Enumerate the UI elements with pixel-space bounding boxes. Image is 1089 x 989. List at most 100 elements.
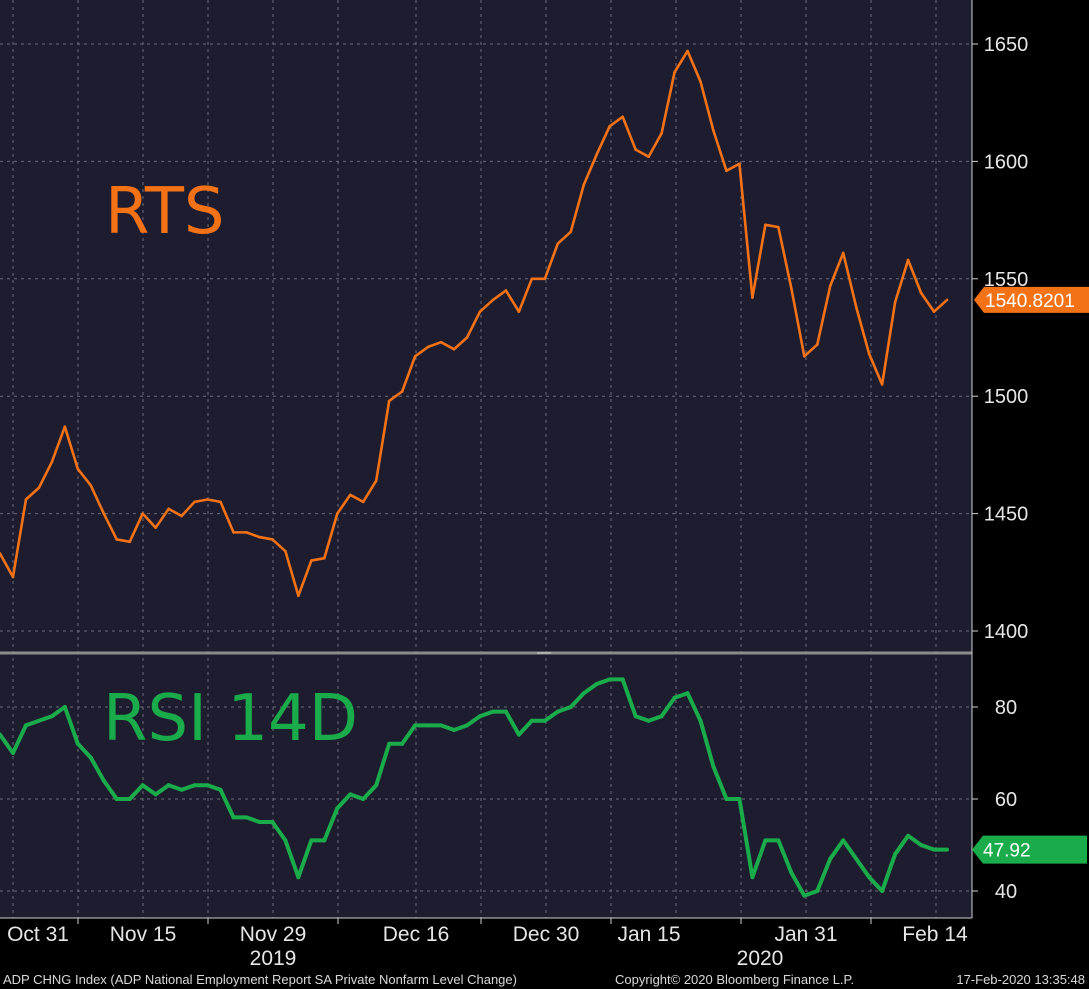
rsi-line-segment — [906, 833, 924, 847]
rts-line-segment — [556, 230, 573, 245]
rsi-last-value: 47.92 — [983, 841, 1031, 862]
y-tick-label: 1600 — [984, 151, 1029, 173]
rts-line-segment — [115, 538, 132, 544]
rsi-line-segment — [361, 783, 379, 801]
x-year-label: 2020 — [737, 947, 784, 970]
plot-background — [0, 0, 972, 918]
rts-last-value-badge: 1540.8201 — [974, 286, 1089, 313]
rts-line-segment — [764, 223, 780, 229]
y-tick-label: 1450 — [984, 504, 1029, 526]
rts-title: RTS — [105, 175, 225, 249]
rts-line-segment — [504, 289, 521, 313]
rts-line-segment — [258, 535, 274, 541]
rsi-line-segment — [815, 856, 833, 893]
rsi-line-segment — [88, 755, 106, 783]
rsi-line-segment — [205, 783, 223, 792]
rts-panel-grid — [0, 43, 972, 632]
rts-line-segment — [37, 460, 54, 490]
rts-line-segment — [361, 479, 378, 504]
footer-source: ADP CHNG Index (ADP National Employment … — [3, 972, 517, 987]
rsi-y-axis: 40 60 80 — [972, 697, 1017, 903]
rsi-line-segment — [659, 695, 677, 719]
rsi-line-segment — [374, 741, 392, 788]
rts-line-segment — [11, 498, 28, 579]
rts-line-segment — [738, 162, 754, 299]
rsi-line-segment — [854, 856, 872, 880]
y-tick-label: 1650 — [984, 34, 1029, 56]
rts-line-segment — [452, 336, 469, 351]
x-tick-label: Nov 29 — [240, 923, 307, 946]
rsi-line-segment — [698, 718, 716, 769]
rts-badge-shape — [974, 286, 1089, 313]
rts-line-segment — [712, 129, 728, 173]
rsi-line-segment — [581, 682, 599, 696]
rts-line-segment — [284, 549, 300, 598]
rts-line-segment — [167, 507, 183, 518]
rsi-line-segment — [880, 852, 898, 893]
rts-line-segment — [413, 345, 430, 358]
rts-line-segment — [154, 507, 170, 529]
rts-line-segment — [193, 498, 209, 504]
rsi-line-segment — [672, 691, 690, 700]
rsi-line-segment — [322, 806, 340, 843]
y-tick-label: 1500 — [984, 386, 1029, 408]
rts-line-segment — [660, 70, 676, 135]
x-tick-label: Jan 31 — [774, 923, 837, 946]
rts-line-segment — [686, 49, 702, 83]
rsi-line-segment — [867, 875, 885, 893]
x-tick-label: Feb 14 — [902, 923, 968, 946]
rts-line-segment — [374, 399, 391, 483]
rts-line-segment — [932, 298, 949, 313]
rts-line-segment — [893, 258, 910, 304]
rts-line-segment — [828, 251, 845, 288]
rsi-line-segment — [0, 732, 15, 755]
rsi-line-segment — [10, 723, 28, 755]
rts-line-segment — [621, 115, 637, 151]
rsi-series — [0, 677, 949, 898]
rsi-line-segment — [737, 797, 755, 880]
rsi-badge-shape — [972, 835, 1087, 864]
y-tick-label: 60 — [995, 789, 1017, 811]
vertical-grid — [12, 0, 937, 918]
rts-line-segment — [608, 115, 624, 128]
rts-line-segment — [647, 131, 663, 159]
rsi-line-segment — [568, 691, 586, 709]
rsi-line-segment — [465, 714, 482, 728]
rts-series — [0, 49, 949, 598]
rts-line-segment — [63, 425, 80, 471]
rts-line-segment — [491, 289, 508, 302]
rts-line-segment — [297, 559, 313, 598]
rts-line-segment — [310, 556, 326, 562]
rsi-line-segment — [555, 705, 573, 714]
rts-line-segment — [387, 390, 404, 403]
rsi-line-segment — [711, 764, 729, 801]
rts-line-segment — [543, 242, 560, 281]
rsi-line-segment — [893, 833, 911, 857]
rts-line-segment — [206, 498, 222, 504]
rts-line-segment — [89, 484, 106, 515]
rsi-last-value-badge: 47.92 — [972, 835, 1087, 864]
rsi-line-segment — [296, 838, 314, 880]
rsi-line-segment — [179, 783, 197, 792]
rsi-line-segment — [218, 787, 236, 820]
rsi-line-segment — [153, 783, 171, 797]
rsi-line-segment — [62, 705, 80, 746]
rts-line-segment — [102, 512, 119, 541]
rts-line-segment — [426, 340, 443, 349]
rts-line-segment — [699, 80, 715, 133]
rsi-line-segment — [166, 783, 184, 792]
rts-line-segment — [76, 467, 93, 487]
rsi-line-segment — [283, 838, 301, 880]
rsi-line-segment — [335, 792, 353, 811]
rsi-line-segment — [270, 820, 288, 843]
rsi-line-segment — [646, 714, 664, 723]
y-tick-label: 80 — [995, 697, 1017, 719]
rsi-line-segment — [633, 714, 651, 723]
rsi-line-segment — [516, 718, 534, 737]
rts-line-segment — [582, 153, 599, 187]
rts-line-segment — [245, 531, 261, 539]
rsi-line-segment — [789, 870, 807, 898]
footer: ADP CHNG Index (ADP National Employment … — [3, 972, 1085, 987]
rts-last-value: 1540.8201 — [985, 291, 1075, 312]
